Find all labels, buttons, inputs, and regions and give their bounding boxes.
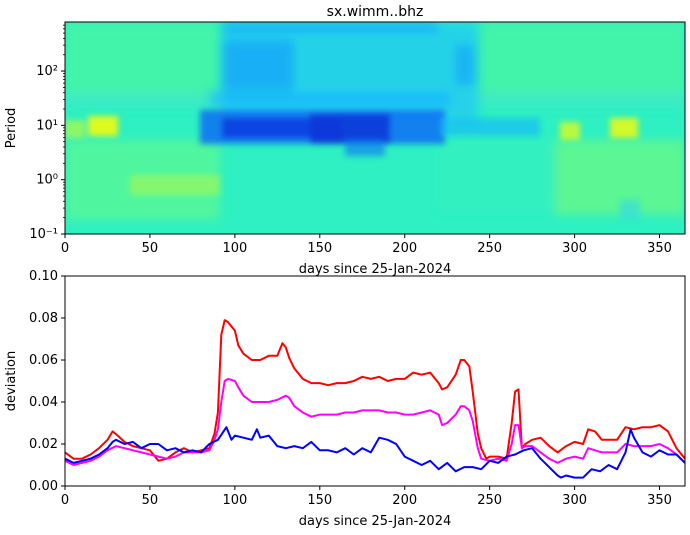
heatmap <box>65 22 685 234</box>
heatmap-x-tick-label: 150 <box>307 241 332 256</box>
series-line-2 <box>65 377 685 466</box>
heatmap-x-axis-label: days since 25-Jan-2024 <box>299 262 452 277</box>
series-line-1 <box>65 319 685 462</box>
line-x-tick-label: 0 <box>61 493 69 508</box>
line-x-tick-label: 300 <box>562 493 587 508</box>
line-y-tick-label: 0.08 <box>29 311 58 326</box>
heatmap-panel: 0 50 100 150 200 250 300 350 10⁻¹ 10⁰ 10¹ 10² days… <box>4 21 686 277</box>
line-y-ticks: 0.00 0.02 0.04 0.06 0.08 0.10 <box>29 269 65 494</box>
heatmap-lowest-region <box>200 110 540 156</box>
line-x-tick-label: 250 <box>477 493 502 508</box>
line-x-tick-label: 50 <box>142 493 159 508</box>
heatmap-y-ticks: 10⁻¹ 10⁰ 10¹ 10² <box>29 24 65 242</box>
heatmap-x-tick-label: 250 <box>477 241 502 256</box>
line-y-tick-label: 0.02 <box>29 437 58 452</box>
line-frame <box>64 275 686 487</box>
heatmap-x-tick-label: 300 <box>562 241 587 256</box>
line-x-tick-label: 350 <box>647 493 672 508</box>
line-y-tick-label: 0.00 <box>29 479 58 494</box>
heatmap-x-tick-label: 0 <box>61 241 69 256</box>
series-line-3 <box>65 426 685 479</box>
line-x-ticks: 0 50 100 150 200 250 300 350 <box>61 486 672 508</box>
heatmap-y-tick-label: 10⁻¹ <box>29 227 58 242</box>
heatmap-high-spots <box>65 116 640 220</box>
heatmap-y-axis-label: Period <box>4 108 19 149</box>
heatmap-x-tick-label: 100 <box>222 241 247 256</box>
line-y-axis-label: deviation <box>4 351 19 411</box>
heatmap-x-tick-label: 200 <box>392 241 417 256</box>
line-y-tick-label: 0.04 <box>29 395 58 410</box>
heatmap-y-tick-label: 10² <box>36 64 58 79</box>
line-x-tick-label: 150 <box>307 493 332 508</box>
line-series <box>65 319 685 479</box>
heatmap-y-tick-label: 10⁰ <box>36 173 58 188</box>
heatmap-x-tick-label: 350 <box>647 241 672 256</box>
heatmap-low-region <box>210 22 478 122</box>
line-x-axis-label: days since 25-Jan-2024 <box>299 514 452 529</box>
line-panel: 0 50 100 150 200 250 300 350 0.000.020.040.060.… <box>4 269 686 529</box>
line-x-tick-label: 100 <box>222 493 247 508</box>
line-y-tick-label: 0.10 <box>29 269 58 284</box>
line-y-tick-label: 0.06 <box>29 353 58 368</box>
heatmap-y-tick-label: 10¹ <box>36 118 58 133</box>
heatmap-x-ticks: 0 50 100 150 200 250 300 350 <box>61 234 672 256</box>
heatmap-x-tick-label: 50 <box>142 241 159 256</box>
chart-title: sx.wimm..bhz <box>327 4 424 20</box>
line-x-tick-label: 200 <box>392 493 417 508</box>
